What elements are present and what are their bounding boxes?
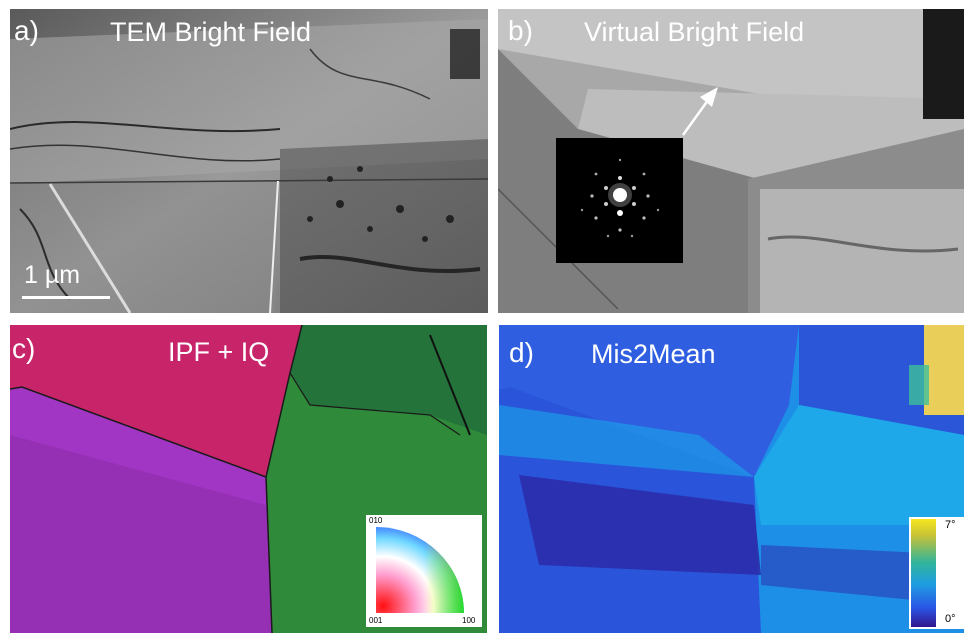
panel-c-title: IPF + IQ bbox=[168, 337, 270, 367]
panel-a-label: a) bbox=[14, 15, 39, 46]
colorbar-gradient bbox=[911, 519, 936, 627]
colorbar-max-label: 7° bbox=[945, 519, 956, 531]
panel-d-label: d) bbox=[509, 337, 534, 368]
ipf-key-triangle bbox=[376, 527, 464, 613]
scale-bar bbox=[22, 296, 110, 299]
panel-virtual-bright-field: b) Virtual Bright Field bbox=[498, 9, 964, 313]
mis2mean-map-image bbox=[499, 325, 964, 633]
panel-tem-bright-field: a) TEM Bright Field 1 µm bbox=[10, 9, 488, 313]
panel-b-label: b) bbox=[508, 15, 533, 46]
ipf-key-label-001: 001 bbox=[369, 616, 383, 625]
tem-bright-field-image bbox=[10, 9, 488, 313]
panel-b-title: Virtual Bright Field bbox=[584, 17, 805, 47]
misorientation-colorbar: 7° 0° bbox=[909, 517, 964, 629]
ipf-key-label-100: 100 bbox=[462, 616, 476, 625]
panel-d-title: Mis2Mean bbox=[591, 339, 716, 369]
diffraction-pattern-image bbox=[556, 138, 683, 263]
ipf-key-label-010: 010 bbox=[369, 516, 383, 525]
colorbar-min-label: 0° bbox=[945, 613, 956, 625]
diffraction-pattern-inset bbox=[556, 138, 683, 263]
panel-c-label: c) bbox=[12, 333, 36, 364]
scale-bar-label: 1 µm bbox=[24, 261, 81, 289]
panel-mis2mean: d) Mis2Mean 7° 0° bbox=[499, 325, 964, 633]
panel-a-title: TEM Bright Field bbox=[110, 17, 312, 47]
ipf-color-key: 010 001 100 bbox=[366, 515, 482, 627]
panel-ipf-iq: c) IPF + IQ 010 001 100 bbox=[10, 325, 487, 633]
